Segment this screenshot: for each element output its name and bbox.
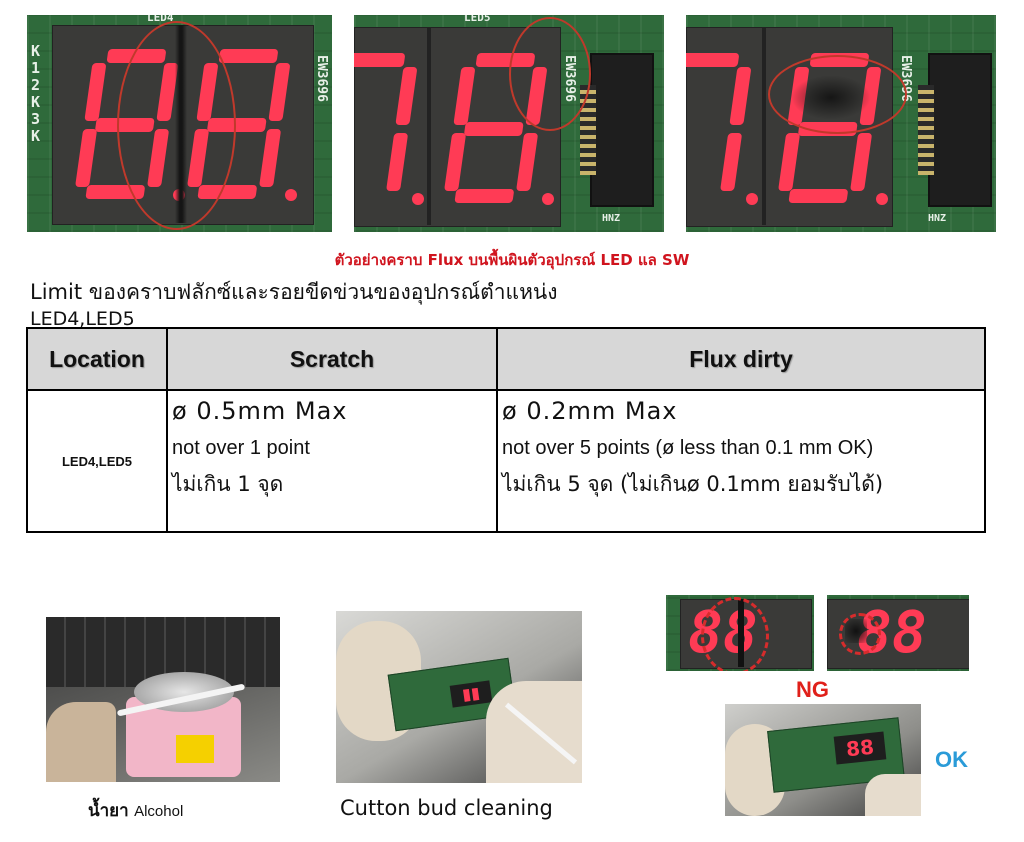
flux-example-caption: ตัวอย่างคราบ Flux บนพื้นผินตัวอุปกรณ์ LE… xyxy=(334,251,690,269)
cell-flux-dirty: ø 0.2mm Max not over 5 points (ø less th… xyxy=(496,389,986,533)
header-scratch: Scratch xyxy=(166,327,498,391)
header-location: Location xyxy=(26,327,168,391)
alcohol-caption-thai: น้ำยา xyxy=(88,801,129,821)
hand xyxy=(46,702,116,782)
photo-led-flux-2: LED5 EW3696 HNZ xyxy=(354,15,664,232)
panel-divider xyxy=(762,27,766,225)
photo-ng-example-1: 88 xyxy=(666,595,814,671)
connector-pins xyxy=(580,85,596,175)
cotton-bud-caption: Cutton bud cleaning xyxy=(340,796,553,820)
spec-table: Location Scratch Flux dirty LED4,LED5 ø … xyxy=(26,327,986,533)
photo-led-flux-3: EW3696 HNZ xyxy=(686,15,996,232)
ng-highlight-circle xyxy=(701,597,769,671)
connector xyxy=(590,53,654,207)
ok-label: OK xyxy=(935,747,968,772)
panel-divider xyxy=(427,27,431,225)
digit-7-partial xyxy=(354,53,424,205)
flux-count-limit-thai: ไม่เกิน 5 จุด (ไม่เกินø 0.1mm ยอมรับได้) xyxy=(502,472,884,496)
photo-ng-example-2: 88 xyxy=(827,595,969,671)
photo-alcohol-dispenser xyxy=(46,617,280,782)
glove-right xyxy=(486,681,582,783)
cell-scratch: ø 0.5mm Max not over 1 point ไม่เกิน 1 จ… xyxy=(166,389,498,533)
photo-cotton-bud-cleaning: ▮▮ xyxy=(336,611,582,783)
dispenser-warning-label xyxy=(176,735,214,763)
flux-size-limit: ø 0.2mm Max xyxy=(502,397,678,425)
mini-display: 88 xyxy=(833,731,887,765)
highlight-circle xyxy=(509,17,591,131)
scratch-count-limit-thai: ไม่เกิน 1 จุด xyxy=(172,472,284,496)
highlight-circle xyxy=(768,55,907,134)
photo-ok-example: 88 xyxy=(725,704,921,816)
alcohol-caption-en: Alcohol xyxy=(134,803,184,820)
silk-led-label: LED5 xyxy=(464,15,491,24)
ng-label: NG xyxy=(796,677,829,702)
silk-part-code: EW3696 xyxy=(314,55,329,102)
connector-pins xyxy=(918,85,934,175)
table-header-row: Location Scratch Flux dirty xyxy=(26,327,986,391)
alcohol-caption: น้ำยา Alcohol xyxy=(88,797,183,824)
flux-count-limit: not over 5 points (ø less than 0.1 mm OK… xyxy=(502,437,874,459)
limit-heading-location: LED4,LED5 xyxy=(30,308,135,330)
scratch-size-limit: ø 0.5mm Max xyxy=(172,397,348,425)
scratch-count-limit: not over 1 point xyxy=(172,437,310,459)
silk-hnz: HNZ xyxy=(928,213,947,224)
silk-hnz: HNZ xyxy=(602,213,621,224)
table-row: LED4,LED5 ø 0.5mm Max not over 1 point ไ… xyxy=(26,389,986,533)
glove-right xyxy=(865,774,921,816)
digit-7-partial xyxy=(686,53,758,205)
header-flux-dirty: Flux dirty xyxy=(496,327,986,391)
cell-location: LED4,LED5 xyxy=(26,389,168,533)
ng-highlight-circle xyxy=(839,613,881,655)
highlight-circle xyxy=(117,21,236,230)
limit-heading: Limit ของคราบฟลักซ์และรอยขีดข่วนของอุปกร… xyxy=(30,280,558,304)
connector xyxy=(928,53,992,207)
silk-led-label: LED4 xyxy=(147,15,174,24)
